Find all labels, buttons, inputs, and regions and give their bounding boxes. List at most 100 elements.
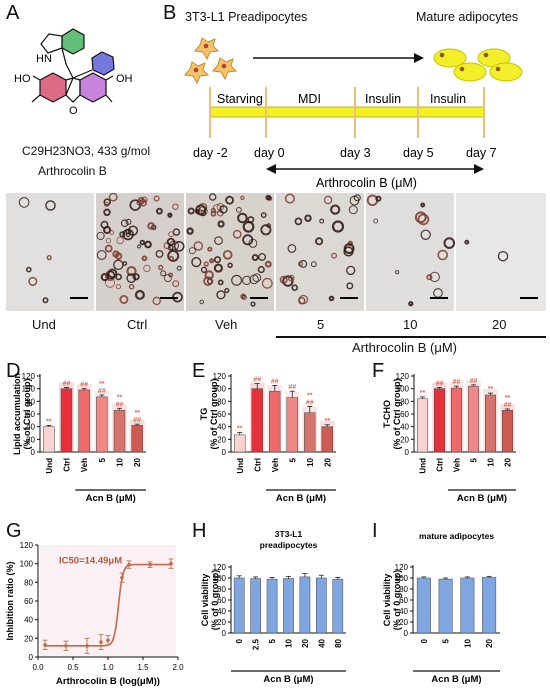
significance-hash: ##	[453, 379, 461, 386]
lipid-droplet-stain	[310, 261, 317, 268]
y-axis-label: T-CHO	[382, 400, 392, 428]
lipid-droplet-stain	[210, 210, 217, 217]
x-tick-label: Veh	[271, 458, 280, 472]
lipid-droplet-stain	[126, 265, 137, 277]
y-tick-label: 60	[24, 597, 33, 606]
differentiation-timeline: Starving MDI Insulin Insulin day -2 day …	[184, 37, 523, 190]
panel-letter-b: B	[163, 2, 177, 24]
lipid-droplet-stain	[375, 195, 382, 202]
y-tick-label: 20	[217, 435, 226, 444]
significance-star: **	[99, 381, 105, 388]
lipid-droplet-stain	[420, 229, 431, 241]
significance-hash: ##	[271, 379, 279, 386]
molecular-formula: C29H23NO3, 433 g/mol	[22, 144, 151, 158]
y-tick-label: 20	[399, 618, 408, 627]
y-tick-label: 120	[213, 563, 227, 572]
bar	[438, 578, 453, 634]
lipid-droplet-stain	[251, 254, 259, 262]
lipid-droplet-stain	[168, 231, 174, 238]
x-tick-label: Ctrl	[63, 458, 72, 472]
chart-title: preadipocytes	[260, 540, 318, 550]
lipid-droplet-stain	[176, 265, 182, 271]
x-tick-label: Und	[45, 458, 54, 474]
micrograph-und	[6, 193, 94, 311]
data-point	[99, 640, 103, 644]
lipid-droplet-stain	[208, 193, 217, 201]
lipid-droplet-stain	[112, 250, 120, 258]
lipid-droplet-stain	[156, 207, 163, 215]
bar	[96, 396, 108, 453]
day-7: day 7	[466, 146, 497, 160]
lipid-droplet-stain	[328, 295, 335, 302]
lipid-droplet-stain	[139, 239, 146, 246]
micrograph-stain-overlay	[18, 193, 538, 307]
y-tick-label: 120	[395, 563, 409, 572]
bar	[299, 576, 311, 634]
bar	[304, 412, 316, 453]
x-tick-label: Ctrl	[436, 458, 445, 472]
lipid-droplet-stain	[429, 271, 440, 283]
lipid-droplet-stain	[187, 207, 195, 215]
lipid-droplet-stain	[353, 194, 361, 202]
lipid-droplet-stain	[315, 237, 324, 246]
lipid-droplet-stain	[127, 225, 139, 236]
lipid-droplet-stain	[169, 240, 179, 251]
y-tick-label: 80	[26, 397, 35, 406]
x-tick-label: 5	[442, 638, 451, 643]
lipid-droplet-stain	[417, 213, 430, 226]
lipid-droplet-stain	[173, 240, 185, 252]
mature-adipocyte-cells-icon	[433, 48, 523, 82]
y-tick-label: 120	[396, 372, 410, 381]
lipid-droplet-stain	[227, 262, 233, 269]
lipid-droplet-stain	[225, 195, 235, 205]
lipid-droplet-stain	[213, 263, 223, 273]
data-point	[43, 643, 47, 647]
y-axis-label: Cell viability	[200, 574, 210, 627]
x-tick-label: 5	[268, 638, 277, 643]
stage-insulin-2: Insulin	[430, 92, 466, 106]
lipid-droplet-stain	[108, 193, 118, 202]
lipid-droplet-stain	[128, 283, 135, 290]
lipid-droplet-stain	[125, 218, 132, 225]
lipid-droplet-stain	[323, 195, 333, 205]
x-axis-label: Acn B (μM)	[457, 493, 507, 504]
lipid-droplet-stain	[414, 211, 427, 224]
lipid-droplet-stain	[100, 220, 109, 229]
lipid-droplet-stain	[304, 214, 312, 222]
y-tick-label: 120	[20, 541, 34, 550]
day-3: day 3	[340, 146, 371, 160]
lipid-droplet-stain	[291, 284, 299, 291]
x-tick-label: 0	[420, 638, 429, 643]
lipid-droplet-stain	[132, 273, 140, 281]
x-tick-label: 5	[470, 457, 479, 462]
lipid-droplet-stain	[426, 274, 433, 281]
significance-star: **	[488, 386, 494, 393]
lipid-droplet-stain	[103, 208, 111, 217]
stage-starving: Starving	[217, 92, 263, 106]
lipid-droplet-stain	[437, 249, 449, 261]
bar	[234, 434, 246, 453]
bar	[283, 578, 294, 634]
lipid-droplet-stain	[198, 206, 208, 217]
lipid-droplet-stain	[346, 265, 356, 276]
x-tick-label: 10	[285, 638, 294, 647]
lipid-droplet-stain	[266, 223, 272, 228]
y-tick-label: 100	[213, 574, 227, 583]
x-tick-label: Veh	[453, 458, 462, 472]
bar	[416, 577, 431, 634]
x-tick-label: 80	[334, 638, 343, 647]
y-tick-label: 60	[399, 596, 408, 605]
lipid-droplet-stain	[25, 266, 32, 273]
significance-hash: ##	[116, 401, 124, 408]
significance-hash: ##	[63, 380, 71, 387]
y-axis-label: (% of Ctrl group)	[392, 379, 402, 450]
lipid-droplet-stain	[103, 198, 111, 206]
lipid-droplet-stain	[96, 231, 105, 240]
lipid-droplet-stain	[105, 277, 116, 288]
x-tick-label: 5	[288, 457, 297, 462]
treatment-label-c: Arthrocolin B (μM)	[352, 340, 458, 355]
significance-hash: ##	[470, 378, 478, 385]
lipid-droplet-stain	[122, 261, 128, 266]
bar	[501, 409, 514, 453]
